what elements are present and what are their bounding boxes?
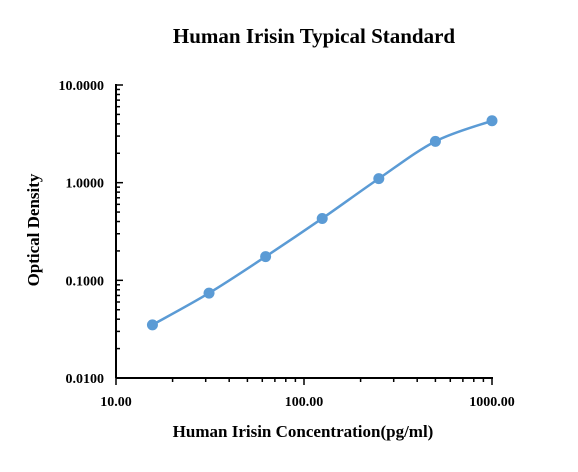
data-points <box>146 115 498 331</box>
data-point <box>373 173 385 185</box>
y-axis-label: Optical Density <box>24 173 43 286</box>
data-point <box>146 319 158 331</box>
x-tick-label: 1000.00 <box>469 395 515 410</box>
data-point <box>316 212 328 224</box>
x-tick-label: 10.00 <box>100 395 132 410</box>
y-tick-label: 1.0000 <box>66 177 105 192</box>
y-tick-label: 10.0000 <box>59 79 105 94</box>
y-tick-label: 0.1000 <box>66 274 105 289</box>
x-tick-label: 100.00 <box>285 395 324 410</box>
x-axis-label: Human Irisin Concentration(pg/ml) <box>173 422 434 441</box>
axis-ticks <box>115 84 493 385</box>
chart-title: Human Irisin Typical Standard <box>173 24 456 48</box>
data-point <box>429 135 441 147</box>
data-point <box>203 287 215 299</box>
data-point <box>260 251 272 263</box>
axis-tick-labels: 10.00 100.00 1000.00 0.0100 0.1000 1.0000 10.0… <box>59 79 515 410</box>
data-point <box>486 115 498 127</box>
y-tick-label: 0.0100 <box>66 372 105 387</box>
